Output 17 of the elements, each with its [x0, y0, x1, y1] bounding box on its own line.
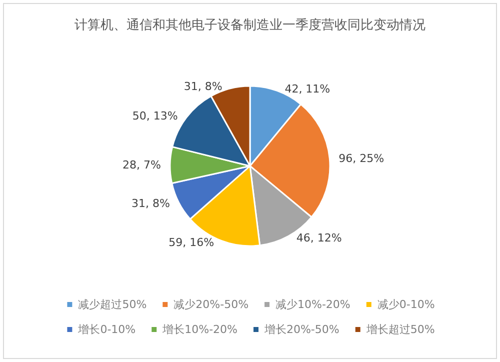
legend-label: 减少10%-20% — [276, 298, 350, 311]
data-label: 28, 7% — [122, 158, 162, 172]
data-label: 31, 8% — [132, 196, 170, 210]
legend-label: 减少超过50% — [78, 298, 147, 311]
legend-label: 减少0-10% — [377, 298, 435, 311]
data-label: 31, 8% — [184, 80, 222, 94]
data-label: 46, 12% — [296, 231, 342, 244]
legend-label: 增长超过50% — [365, 323, 435, 336]
data-label: 50, 13% — [132, 110, 178, 123]
legend-label: 减少20%-50% — [174, 298, 249, 311]
data-label: 59, 16% — [168, 236, 214, 250]
data-label: 96, 25% — [338, 152, 384, 165]
data-label: 42, 11% — [284, 82, 330, 96]
legend-label: 增长10%-20% — [162, 323, 238, 336]
chart-title: 计算机、通信和其他电子设备制造业一季度营收同比变动情况 — [74, 17, 426, 33]
legend-label: 增长0-10% — [77, 323, 136, 336]
legend-label: 增长20%-50% — [263, 323, 340, 336]
